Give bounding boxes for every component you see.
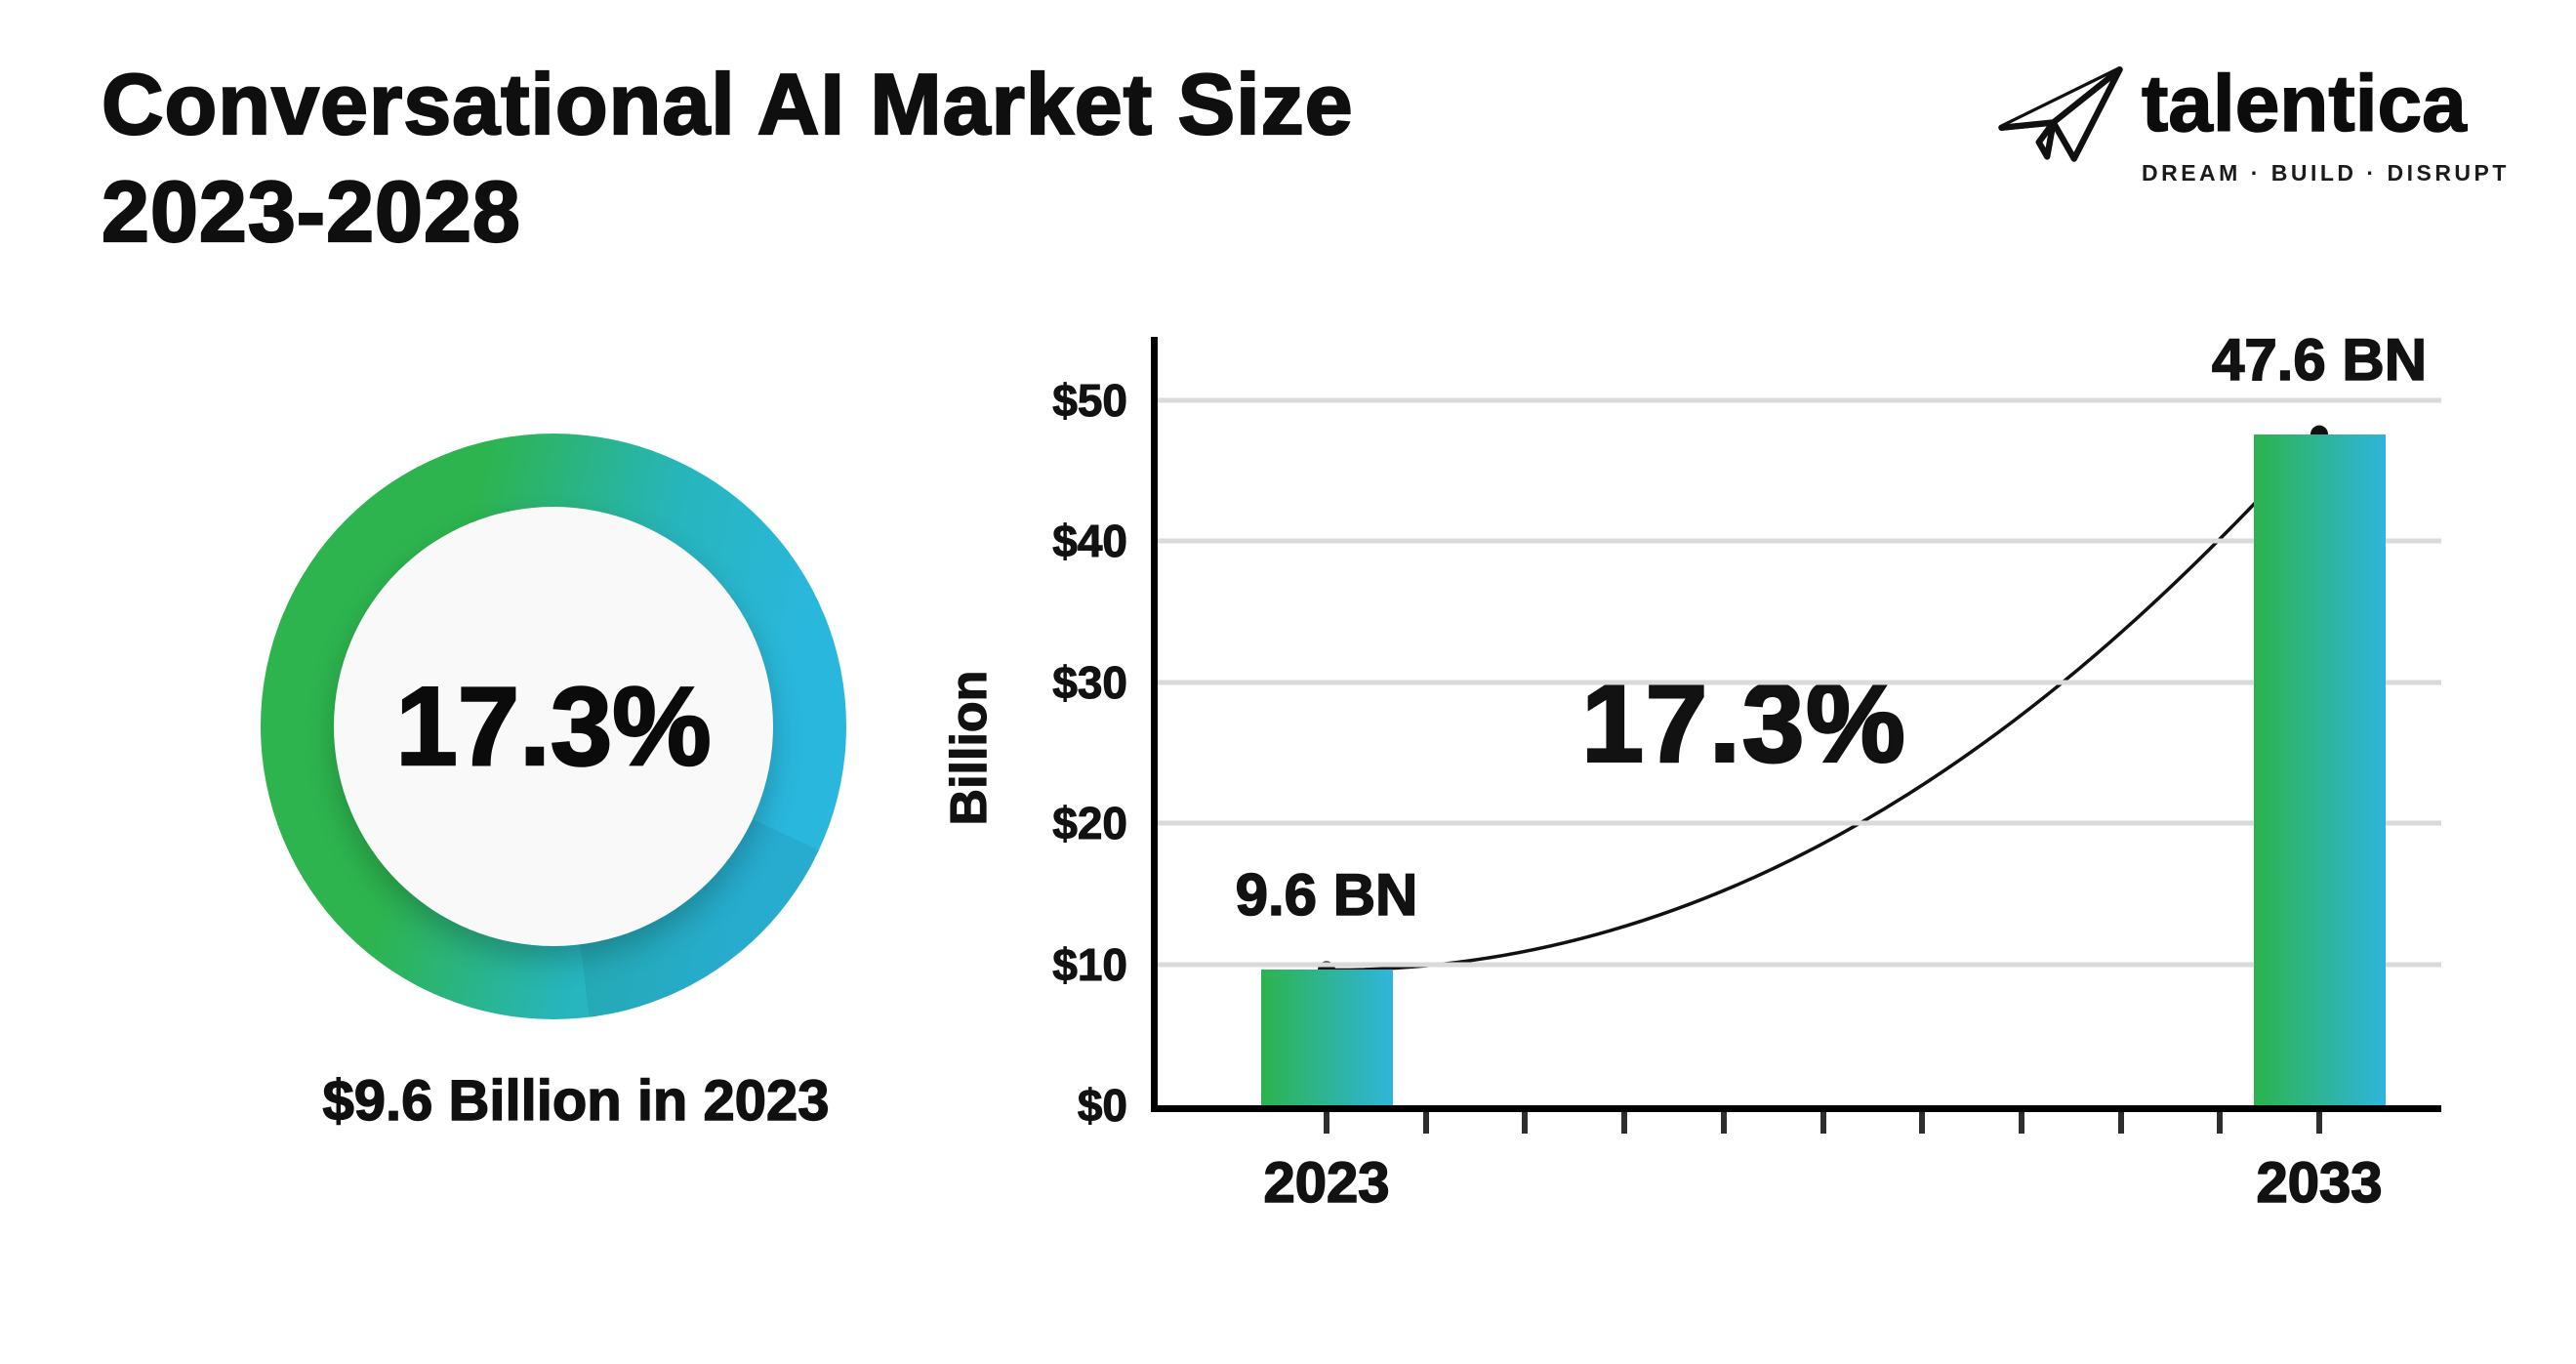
- gridline: [1158, 397, 2441, 403]
- logo-wordmark: talentica: [2141, 60, 2467, 149]
- growth-rate-donut: 17.3%: [261, 434, 846, 1019]
- page-title: Conversational AI Market Size 2023-2028: [101, 51, 1354, 266]
- page-title-line2: 2023-2028: [101, 162, 521, 261]
- y-tick-label: $20: [1052, 798, 1128, 849]
- gridline: [1158, 680, 2441, 685]
- trend-curve-path: [1326, 433, 2321, 972]
- logo-tagline: DREAM · BUILD · DISRUPT: [2142, 160, 2510, 186]
- y-tick-label: $0: [1077, 1080, 1127, 1132]
- gridline: [1158, 538, 2441, 544]
- y-axis-line: [1151, 337, 1158, 1112]
- gridline: [1158, 820, 2441, 826]
- bar-value-label: 9.6 BN: [1235, 862, 1418, 930]
- y-tick-label: $10: [1052, 938, 1128, 990]
- x-axis-line: [1151, 1105, 2441, 1112]
- x-axis-label: 2023: [1263, 1150, 1391, 1216]
- plot-area: 17.3% 9.6 BN 2023 47.6 BN 2033: [1151, 326, 2441, 1216]
- x-tick: [1720, 1112, 1727, 1134]
- page-title-line1: Conversational AI Market Size: [101, 55, 1354, 153]
- paper-plane-icon: [1998, 66, 2123, 162]
- bar-2033: [2253, 434, 2386, 1105]
- x-tick: [1621, 1112, 1628, 1134]
- gridline: [1158, 962, 2441, 968]
- chart-growth-label: 17.3%: [1580, 660, 1907, 787]
- donut-growth-value: 17.3%: [394, 663, 713, 790]
- x-tick: [2117, 1112, 2124, 1134]
- y-tick-label: $40: [1052, 516, 1128, 567]
- x-tick: [1324, 1112, 1329, 1134]
- donut-caption: $9.6 Billion in 2023: [322, 1068, 830, 1133]
- x-tick: [2217, 1112, 2224, 1134]
- x-tick: [1820, 1112, 1826, 1134]
- y-axis-tick-labels: $0 $10 $20 $30 $40 $50: [994, 337, 1128, 1131]
- x-tick: [1522, 1112, 1529, 1134]
- donut-center: 17.3%: [334, 507, 773, 946]
- bar-2023: [1260, 970, 1393, 1105]
- bar-value-label: 47.6 BN: [2211, 326, 2428, 393]
- y-tick-label: $50: [1052, 374, 1128, 426]
- y-tick-label: $30: [1052, 656, 1128, 708]
- x-tick: [2018, 1112, 2024, 1134]
- x-tick: [1919, 1112, 1926, 1134]
- x-tick: [2316, 1112, 2322, 1134]
- talentica-logo: talentica DREAM · BUILD · DISRUPT: [1993, 60, 2510, 186]
- x-tick: [1422, 1112, 1429, 1134]
- logo-text-block: talentica DREAM · BUILD · DISRUPT: [2141, 60, 2510, 186]
- x-axis-label: 2033: [2256, 1150, 2384, 1216]
- y-axis-title: Billion: [940, 670, 998, 826]
